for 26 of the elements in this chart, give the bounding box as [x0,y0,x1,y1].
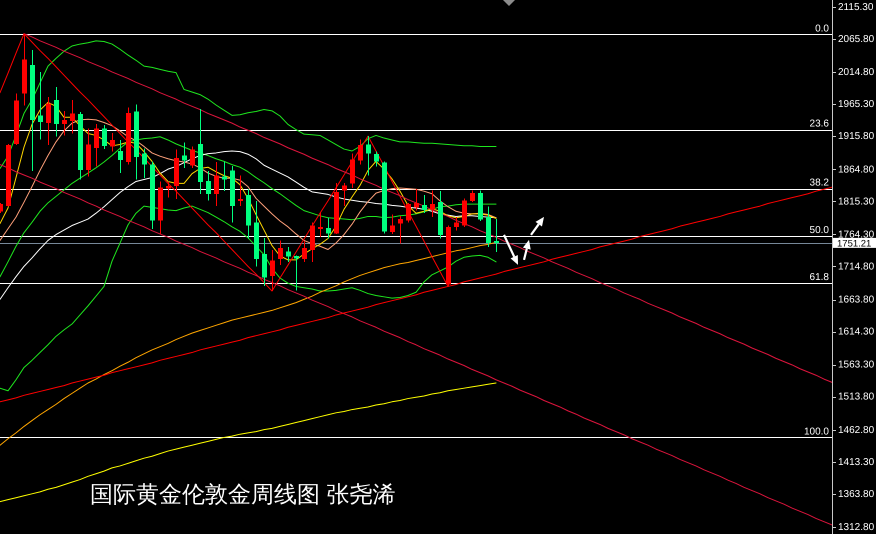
level-label: 100.0 [804,426,829,438]
y-tick-label: 1864.80 [838,164,874,175]
y-tick-label: 1363.80 [838,488,874,500]
y-tick-label: 1764.30 [838,228,874,240]
y-tick-label: 1714.80 [838,260,874,272]
y-tick-label: 1965.30 [838,98,874,110]
y-tick-label: 1462.80 [838,424,874,436]
y-tick-label: 1563.30 [838,359,874,370]
y-tick-label: 2065.80 [838,34,874,45]
y-tick-label: 1614.30 [838,326,874,338]
level-label: 61.8 [810,272,829,284]
level-label: 38.2 [810,178,829,189]
level-label: 23.6 [810,118,829,130]
y-tick-label: 1312.80 [838,522,874,532]
y-tick-label: 1513.80 [838,391,874,402]
ref-line-label: 1751.21 [837,238,872,249]
y-tick-label: 2115.30 [838,1,874,12]
y-tick-label: 1663.80 [838,294,874,306]
y-tick-label: 1413.30 [838,456,874,468]
level-label: 50.0 [810,224,829,236]
y-tick-label: 1815.30 [838,196,874,207]
y-tick-label: 2014.80 [838,66,874,78]
price-label: 1751.21 [833,238,876,249]
y-tick-label: 1915.80 [838,130,874,142]
level-label: 0.0 [815,23,829,34]
title: 国际黄金伦敦金周线图 张尧浠 [90,481,396,507]
